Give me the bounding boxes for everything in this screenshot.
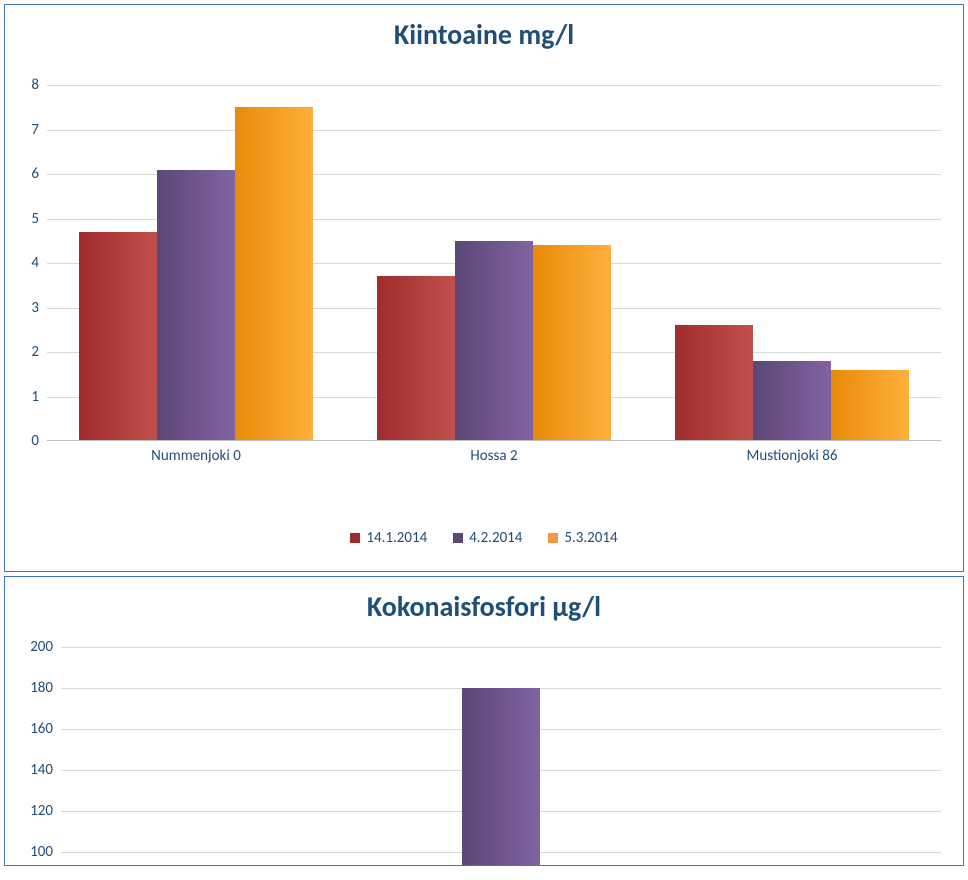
y-tick-label: 120	[30, 802, 61, 820]
plot-area: 100120140160180200	[61, 647, 941, 852]
bar-group	[648, 647, 941, 852]
kiintoaine-chart: Kiintoaine mg/l 012345678 Nummenjoki 0Ho…	[4, 4, 964, 572]
bar	[831, 370, 909, 441]
bar	[533, 245, 611, 441]
legend-swatch	[350, 533, 360, 543]
x-category-label: Hossa 2	[470, 441, 517, 465]
bar	[157, 170, 235, 441]
bar	[753, 361, 831, 441]
y-tick-label: 140	[30, 761, 61, 779]
x-axis	[47, 440, 941, 441]
legend-swatch	[548, 533, 558, 543]
bar-group: Hossa 2	[345, 85, 643, 441]
plot-area: 012345678 Nummenjoki 0Hossa 2Mustionjoki…	[47, 85, 941, 441]
y-tick-label: 160	[30, 720, 61, 738]
kokonaisfosfori-chart: Kokonaisfosfori µg/l 100120140160180200	[4, 576, 964, 866]
legend-swatch	[453, 533, 463, 543]
bar-group: Mustionjoki 86	[643, 85, 941, 441]
y-tick-label: 100	[30, 843, 61, 861]
x-category-label: Mustionjoki 86	[747, 441, 838, 465]
bar	[462, 688, 540, 866]
bar	[455, 241, 533, 441]
y-tick-label: 2	[31, 343, 47, 361]
legend-item: 14.1.2014	[350, 529, 427, 547]
y-tick-label: 4	[31, 254, 47, 272]
legend: 14.1.2014 4.2.2014 5.3.2014	[5, 529, 963, 547]
bar	[235, 107, 313, 441]
y-tick-label: 8	[31, 76, 47, 94]
legend-label: 4.2.2014	[469, 529, 522, 547]
legend-item: 4.2.2014	[453, 529, 522, 547]
x-category-label: Nummenjoki 0	[151, 441, 241, 465]
bar	[79, 232, 157, 441]
y-tick-label: 3	[31, 299, 47, 317]
y-tick-label: 180	[30, 679, 61, 697]
legend-item: 5.3.2014	[548, 529, 617, 547]
legend-label: 5.3.2014	[564, 529, 617, 547]
y-tick-label: 200	[30, 638, 61, 656]
bar	[377, 276, 455, 441]
y-tick-label: 1	[31, 388, 47, 406]
bar-group	[61, 647, 354, 852]
y-tick-label: 6	[31, 165, 47, 183]
bar-group: Nummenjoki 0	[47, 85, 345, 441]
chart-title: Kiintoaine mg/l	[5, 5, 963, 52]
y-tick-label: 7	[31, 121, 47, 139]
bar	[675, 325, 753, 441]
y-tick-label: 5	[31, 210, 47, 228]
bar-group	[354, 647, 647, 852]
chart-title: Kokonaisfosfori µg/l	[5, 577, 963, 624]
legend-label: 14.1.2014	[366, 529, 427, 547]
y-tick-label: 0	[31, 432, 47, 450]
